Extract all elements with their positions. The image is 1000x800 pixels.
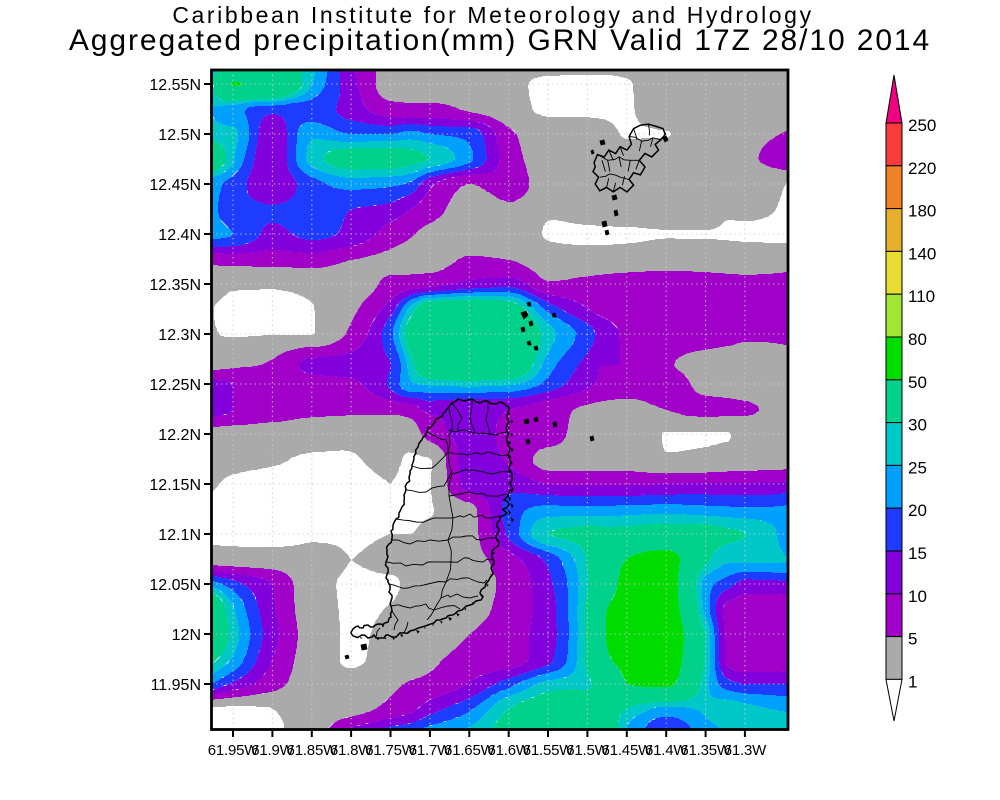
svg-text:61.85W: 61.85W bbox=[287, 742, 339, 759]
svg-text:12.5N: 12.5N bbox=[158, 127, 201, 144]
svg-text:61.8W: 61.8W bbox=[330, 742, 373, 759]
svg-text:11.95N: 11.95N bbox=[151, 677, 201, 694]
svg-text:61.7W: 61.7W bbox=[409, 742, 452, 759]
svg-text:10: 10 bbox=[908, 587, 927, 606]
svg-text:12.2N: 12.2N bbox=[158, 427, 201, 444]
svg-text:61.95W: 61.95W bbox=[208, 742, 260, 759]
svg-text:220: 220 bbox=[908, 159, 936, 178]
svg-text:12.4N: 12.4N bbox=[158, 227, 201, 244]
svg-text:80: 80 bbox=[908, 330, 927, 349]
svg-text:12.45N: 12.45N bbox=[149, 177, 201, 194]
svg-text:110: 110 bbox=[908, 287, 935, 306]
svg-text:61.45W: 61.45W bbox=[602, 742, 654, 759]
svg-text:140: 140 bbox=[908, 244, 936, 263]
svg-text:12.55N: 12.55N bbox=[149, 77, 201, 94]
svg-text:61.3W: 61.3W bbox=[724, 742, 767, 759]
svg-text:12N: 12N bbox=[172, 627, 201, 644]
svg-text:61.75W: 61.75W bbox=[365, 742, 417, 759]
svg-text:12.1N: 12.1N bbox=[158, 527, 201, 544]
svg-text:61.55W: 61.55W bbox=[523, 742, 575, 759]
svg-text:250: 250 bbox=[908, 116, 936, 135]
svg-text:61.9W: 61.9W bbox=[251, 742, 294, 759]
svg-text:25: 25 bbox=[908, 458, 927, 477]
svg-text:12.25N: 12.25N bbox=[149, 377, 201, 394]
svg-text:15: 15 bbox=[908, 544, 927, 563]
svg-text:61.5W: 61.5W bbox=[566, 742, 609, 759]
svg-text:61.6W: 61.6W bbox=[488, 742, 531, 759]
svg-text:5: 5 bbox=[908, 630, 917, 649]
svg-text:180: 180 bbox=[908, 202, 936, 221]
svg-text:12.15N: 12.15N bbox=[149, 477, 201, 494]
svg-text:20: 20 bbox=[908, 501, 927, 520]
svg-text:50: 50 bbox=[908, 373, 927, 392]
svg-text:12.3N: 12.3N bbox=[158, 327, 201, 344]
svg-text:61.65W: 61.65W bbox=[444, 742, 496, 759]
svg-text:30: 30 bbox=[908, 416, 927, 435]
svg-text:12.05N: 12.05N bbox=[149, 577, 201, 594]
svg-text:1: 1 bbox=[908, 672, 917, 691]
svg-text:61.35W: 61.35W bbox=[680, 742, 732, 759]
svg-text:61.4W: 61.4W bbox=[645, 742, 688, 759]
svg-text:12.35N: 12.35N bbox=[149, 277, 201, 294]
